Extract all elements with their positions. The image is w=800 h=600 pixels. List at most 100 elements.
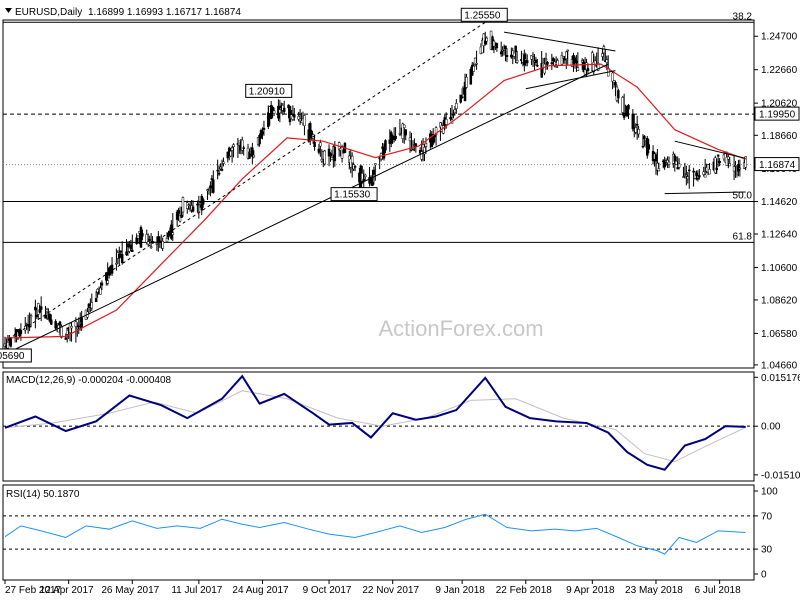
candle-body xyxy=(196,203,199,206)
fib-level-label: 61.8 xyxy=(733,231,753,242)
fib-level-label: 38.2 xyxy=(733,11,753,22)
trendline xyxy=(674,140,746,159)
xtick-label: 11 Jul 2017 xyxy=(171,585,222,596)
candle-body xyxy=(495,43,499,49)
macd-ytick-label: 0.00 xyxy=(761,422,781,433)
candle-body xyxy=(39,306,43,310)
candle-body xyxy=(9,337,13,347)
candle-body xyxy=(641,145,645,148)
candle-body xyxy=(261,131,264,135)
candle-body xyxy=(565,51,568,59)
candle-body xyxy=(737,164,740,172)
candle-body xyxy=(210,178,214,180)
price-ytick-label: 1.18660 xyxy=(761,131,798,142)
candle-body xyxy=(120,254,124,263)
candle-body xyxy=(317,148,321,153)
price-ytick-label: 1.24700 xyxy=(761,32,798,43)
candle-body xyxy=(240,139,244,151)
candle-body xyxy=(394,135,397,140)
candle-body xyxy=(621,97,624,113)
candle-body xyxy=(667,161,671,165)
candle-body xyxy=(94,298,98,303)
trendline xyxy=(525,70,616,90)
pivot-label: 1.15530 xyxy=(334,190,371,201)
macd-signal-line xyxy=(4,390,746,463)
candle-body xyxy=(230,147,234,151)
candle-body xyxy=(586,68,590,71)
candle-body xyxy=(444,119,448,125)
collapse-triangle-icon[interactable] xyxy=(5,8,12,13)
candle-body xyxy=(744,156,747,168)
candle-body xyxy=(596,62,600,71)
rsi-title: RSI(14) 50.1870 xyxy=(6,489,80,500)
candle-body xyxy=(50,319,53,325)
pivot-box xyxy=(460,7,508,22)
macd-panel xyxy=(4,374,746,471)
candle-body xyxy=(695,172,698,176)
candle-body xyxy=(353,166,357,168)
candle-body xyxy=(472,66,475,72)
candle-body xyxy=(74,321,78,327)
candle-body xyxy=(715,167,718,171)
candle-body xyxy=(552,58,555,61)
candle-body xyxy=(424,143,428,147)
symbol-timeframe: EURUSD,Daily xyxy=(15,7,82,18)
candle-body xyxy=(550,62,554,64)
candle-body xyxy=(534,59,538,63)
candle-body xyxy=(408,137,412,142)
candle-body xyxy=(77,325,81,327)
candle-body xyxy=(64,337,68,340)
candle-body xyxy=(170,224,173,239)
candle-body xyxy=(267,112,270,127)
candle-body xyxy=(350,155,354,164)
candle-body xyxy=(272,110,276,114)
pivot-label: 1.05690 xyxy=(0,351,25,362)
macd-ytick-label: -0.015109 xyxy=(761,470,800,481)
candle-body xyxy=(657,168,661,172)
candle-body xyxy=(155,243,159,245)
candle-body xyxy=(219,166,222,169)
pivot-label: 1.25550 xyxy=(464,10,501,21)
candle-body xyxy=(546,62,549,65)
candle-body xyxy=(110,264,114,274)
candle-body xyxy=(34,306,37,311)
candle-body xyxy=(212,179,215,193)
trendline xyxy=(7,63,609,354)
candle-body xyxy=(714,157,717,174)
candle-body xyxy=(232,144,235,147)
candle-body xyxy=(181,197,185,213)
candle-body xyxy=(698,175,701,178)
candle-body xyxy=(420,151,423,160)
trendline xyxy=(503,31,616,52)
candle-body xyxy=(131,249,134,252)
candle-body xyxy=(449,117,452,120)
candle-body xyxy=(601,53,604,57)
candle-body xyxy=(505,55,509,57)
last-price-label: 1.16874 xyxy=(759,160,796,171)
candle-body xyxy=(524,58,528,61)
macd-title: MACD(12,26,9) -0.000204 -0.000408 xyxy=(6,375,172,386)
candle-body xyxy=(702,171,705,175)
candle-body xyxy=(125,251,128,256)
candle-body xyxy=(171,232,175,235)
rsi-panel xyxy=(4,513,746,555)
candle-body xyxy=(674,160,678,165)
xtick-label: 22 Feb 2018 xyxy=(496,585,553,596)
candle-body xyxy=(682,176,685,178)
candle-body xyxy=(510,54,513,58)
candle-body xyxy=(634,127,637,133)
candle-body xyxy=(592,62,596,73)
candle-body xyxy=(734,165,737,167)
candle-body xyxy=(512,52,516,57)
candle-body xyxy=(242,147,245,149)
candle-body xyxy=(525,60,529,64)
candle-body xyxy=(602,46,606,54)
axes: 1.04660 1.06580 1.08620 1.10600 1.12640 1.146… xyxy=(4,11,800,596)
candle-body xyxy=(404,129,407,136)
candle-body xyxy=(252,154,256,158)
price-ytick-label: 1.10600 xyxy=(761,263,798,274)
candle-body xyxy=(28,325,31,328)
candle-body xyxy=(374,163,377,166)
candle-body xyxy=(70,326,73,329)
